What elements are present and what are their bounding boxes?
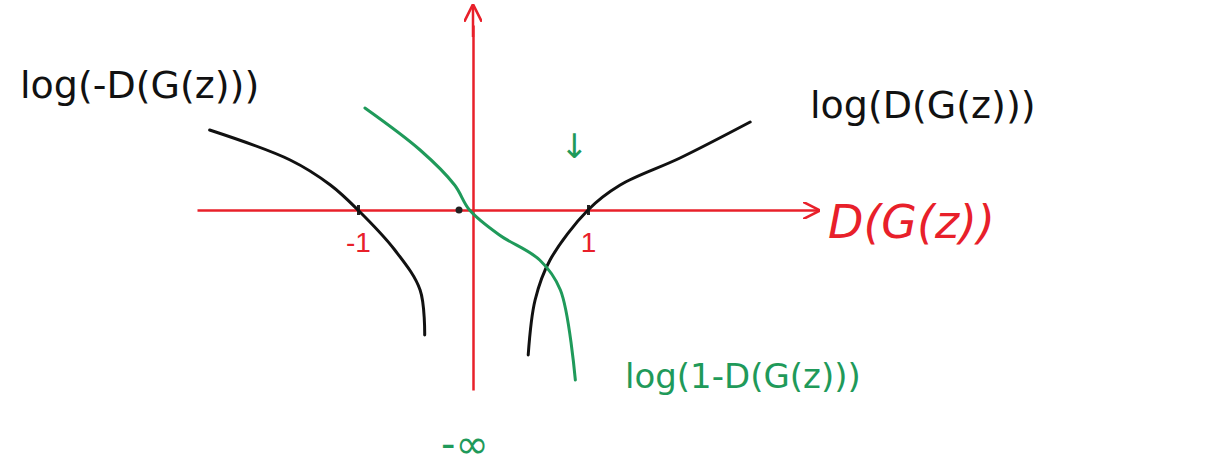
- x-tick: 1: [581, 205, 597, 258]
- curve: [365, 108, 575, 380]
- origin-dot: [456, 207, 463, 214]
- curve: [210, 130, 425, 335]
- series-label: log(1-D(G(z))): [625, 356, 861, 396]
- y-axis-line: [472, 26, 475, 391]
- x-axis-label: D(G(z)): [828, 195, 995, 249]
- series-label: log(D(G(z))): [810, 83, 1036, 127]
- y-axis-arrow: [472, 6, 475, 37]
- plot-area: [210, 108, 751, 380]
- chart: -1 1 D(G(z)) log(-D(G(z))) log(D(G(z))) log(1…: [0, 0, 1213, 471]
- series-label: log(-D(G(z))): [20, 63, 259, 107]
- annotation: ↓: [560, 126, 589, 166]
- x-tick: -1: [346, 205, 371, 258]
- curve: [528, 122, 750, 355]
- x-axis-line: [198, 209, 819, 212]
- x-axis: -1 1: [198, 205, 819, 258]
- x-tick-label: -1: [346, 227, 371, 258]
- annotation: -∞: [441, 421, 489, 467]
- y-axis: [473, 26, 474, 391]
- x-tick-label: 1: [581, 227, 597, 258]
